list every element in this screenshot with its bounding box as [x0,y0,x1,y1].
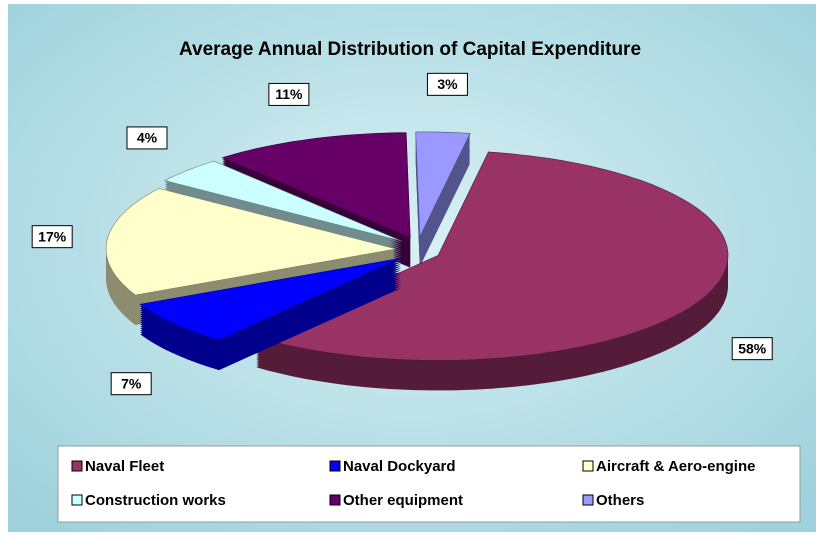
legend-marker [329,494,341,506]
chart-title: Average Annual Distribution of Capital E… [179,39,641,60]
data-label: 17% [38,228,67,244]
legend-marker [71,460,83,472]
data-label: 4% [137,130,158,146]
legend-label: Other equipment [343,492,463,509]
legend-marker [582,460,594,472]
slice [163,160,402,242]
data-label-box [268,82,310,106]
data-label-box [126,126,168,150]
data-label-box [426,72,468,96]
slice [255,151,729,361]
slice [221,132,411,239]
data-label-box [731,337,773,361]
legend-label: Others [596,492,644,509]
slice [105,188,397,296]
legend-label: Construction works [85,492,226,509]
data-label: 7% [121,375,142,391]
legend-box [57,445,801,523]
data-label: 3% [437,76,458,92]
legend-marker [582,494,594,506]
data-label-box [110,372,152,396]
data-label: 11% [275,86,303,102]
legend-marker [329,460,341,472]
data-label-box [31,225,73,249]
legend-label: Naval Dockyard [343,458,456,475]
slice [139,257,401,341]
data-label: 58% [738,340,767,356]
legend-label: Aircraft & Aero-engine [596,458,755,475]
slice [415,131,471,237]
legend-marker [71,494,83,506]
legend-label: Naval Fleet [85,458,164,475]
